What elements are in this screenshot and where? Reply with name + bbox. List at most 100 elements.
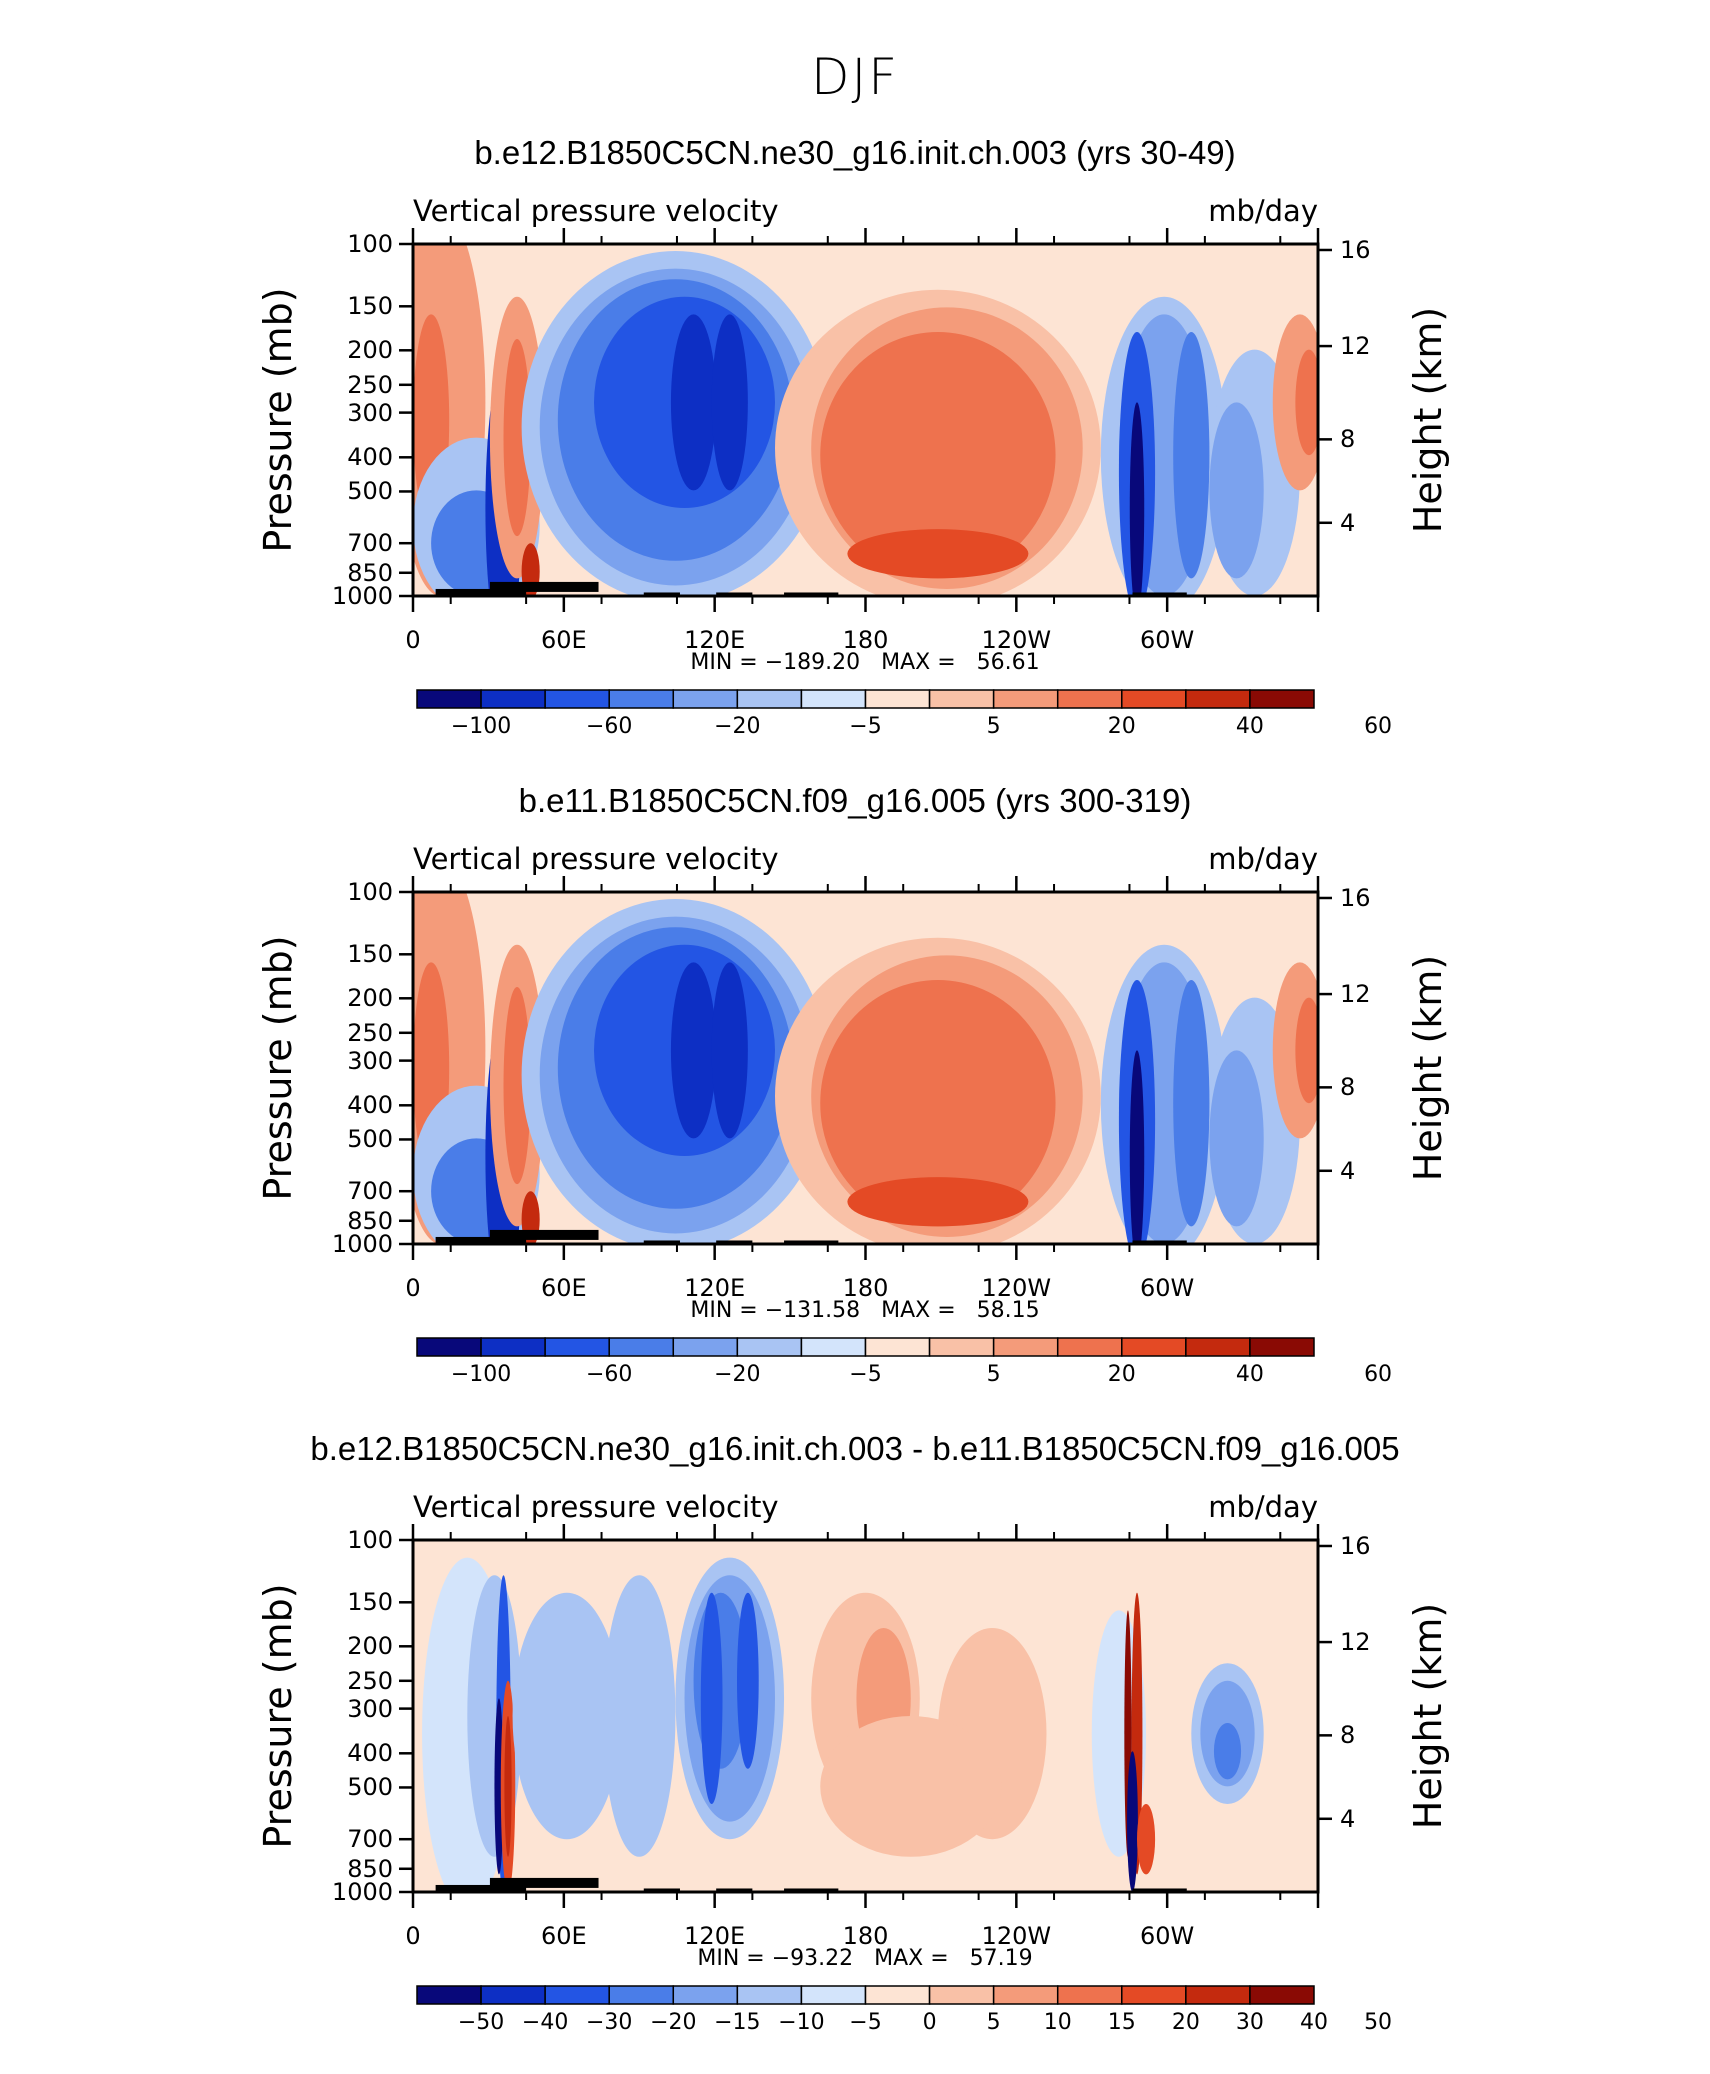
colorbar-tick-label: 50: [1364, 2010, 1393, 2035]
pressure-tick-label: 150: [347, 1588, 393, 1617]
colorbar-tick-label: 5: [986, 2010, 1001, 2035]
colorbar-swatch: [544, 1985, 610, 2005]
longitude-tick-label: 120E: [684, 1274, 746, 1302]
pressure-axis-label-2: Pressure (mb): [256, 1583, 300, 1849]
panel-title-2: b.e12.B1850C5CN.ne30_g16.init.ch.003 - b…: [310, 1430, 1400, 1467]
colorbar-tick-label: 5: [986, 1362, 1001, 1387]
contour-region: [1209, 1050, 1264, 1227]
contour-region: [1129, 1050, 1145, 1244]
units-label-2: mb/day: [1208, 1490, 1318, 1524]
pressure-tick-label: 500: [347, 1773, 393, 1802]
pressure-tick-label: 100: [347, 230, 393, 258]
colorbar-swatch: [1056, 689, 1123, 709]
topography-mask: [716, 592, 753, 596]
colorbar-tick-label: 40: [1235, 1362, 1264, 1387]
colorbar-tick-label: −15: [714, 2010, 761, 2035]
height-tick-label: 4: [1340, 1804, 1356, 1833]
contour-region: [820, 1716, 1002, 1857]
pressure-tick-label: 200: [347, 984, 393, 1013]
colorbar-tick-label: −10: [778, 2010, 825, 2035]
colorbar-swatch: [800, 1985, 867, 2005]
topography-mask: [1132, 1888, 1187, 1892]
longitude-tick-label: 60E: [540, 626, 587, 654]
pressure-axis-label-0: Pressure (mb): [256, 287, 300, 553]
colorbar-tick-label: 10: [1043, 2010, 1072, 2035]
height-axis-label-2: Height (km): [1406, 1602, 1450, 1830]
contour-region: [504, 1716, 512, 1857]
pressure-tick-label: 700: [347, 529, 393, 558]
colorbar-tick-label: −100: [450, 1362, 512, 1387]
colorbar-swatch: [1121, 1985, 1187, 2005]
colorbar-tick-label: −5: [849, 714, 882, 739]
pressure-tick-label: 850: [347, 1854, 393, 1883]
colorbar-tick-label: −30: [585, 2010, 633, 2035]
topography-mask: [489, 1877, 599, 1888]
colorbar-swatch: [1185, 689, 1251, 709]
pressure-tick-label: 100: [347, 878, 393, 906]
colorbar-tick-label: −40: [521, 2010, 569, 2035]
topography-mask: [489, 581, 599, 592]
units-label-0: mb/day: [1208, 194, 1318, 228]
pressure-tick-label: 1000: [331, 1878, 393, 1906]
colorbar-swatch: [1056, 1337, 1123, 1357]
pressure-tick-label: 200: [347, 336, 393, 365]
colorbar-swatch: [1056, 1985, 1123, 2005]
height-tick-label: 16: [1340, 1531, 1371, 1560]
longitude-tick-label: 60E: [540, 1274, 587, 1302]
units-label-1: mb/day: [1208, 842, 1318, 876]
colorbar-swatch: [864, 1337, 931, 1357]
longitude-tick-label: 60W: [1140, 626, 1195, 654]
contour-region: [820, 332, 1056, 579]
colorbar-tick-label: 15: [1107, 2010, 1136, 2035]
contour-region: [670, 962, 717, 1139]
colorbar-swatch: [608, 1337, 675, 1357]
contour-region: [1129, 402, 1145, 596]
height-tick-label: 4: [1340, 508, 1356, 537]
colorbar-tick-label: 30: [1235, 2010, 1264, 2035]
topography-mask: [643, 1240, 680, 1244]
colorbar-swatch: [864, 1985, 931, 2005]
colorbar-swatch: [992, 689, 1059, 709]
height-axis-label-0: Height (km): [1406, 306, 1450, 534]
colorbar-swatch: [544, 1337, 610, 1357]
pressure-tick-label: 300: [347, 1046, 393, 1075]
colorbar-swatch: [928, 689, 995, 709]
height-axis-label-1: Height (km): [1406, 954, 1450, 1182]
colorbar-swatch: [1121, 689, 1187, 709]
colorbar-swatch: [800, 1337, 867, 1357]
colorbar-tick-label: −5: [849, 2010, 882, 2035]
pressure-tick-label: 700: [347, 1177, 393, 1206]
height-tick-label: 16: [1340, 883, 1371, 912]
panel-title-0: b.e12.B1850C5CN.ne30_g16.init.ch.003 (yr…: [474, 134, 1236, 171]
topography-mask: [784, 592, 839, 596]
colorbar-tick-label: −20: [714, 1362, 761, 1387]
contour-region: [512, 1592, 622, 1840]
contour-region: [1295, 349, 1318, 456]
colorbar-swatch: [928, 1985, 995, 2005]
colorbar-swatch: [608, 689, 675, 709]
longitude-tick-label: 120W: [981, 1922, 1052, 1950]
contour-plot-2: [399, 1524, 1332, 1908]
min-max-stats-0: MIN = −189.20 MAX = 56.61: [690, 650, 1040, 675]
colorbar-swatch: [480, 689, 546, 709]
longitude-tick-label: 120E: [684, 1922, 746, 1950]
pressure-tick-label: 400: [347, 1091, 393, 1120]
figure-title: DJF: [810, 48, 899, 106]
contour-region: [736, 1592, 759, 1769]
colorbar-swatch: [1185, 1985, 1251, 2005]
topography-mask: [643, 1888, 680, 1892]
longitude-tick-label: 0: [405, 1274, 421, 1302]
colorbar-1: [416, 1337, 1315, 1357]
colorbar-swatch: [800, 689, 867, 709]
colorbar-swatch: [672, 1985, 739, 2005]
pressure-axis-label-1: Pressure (mb): [256, 935, 300, 1201]
pressure-tick-label: 250: [347, 1666, 393, 1695]
contour-region: [503, 339, 531, 537]
colorbar-tick-label: 40: [1235, 714, 1264, 739]
contour-region: [711, 962, 748, 1139]
longitude-tick-label: 180: [842, 1922, 889, 1950]
colorbar-swatch: [1249, 1337, 1315, 1357]
contour-region: [847, 1177, 1029, 1227]
topography-mask: [784, 1240, 839, 1244]
contour-region: [603, 1575, 676, 1857]
